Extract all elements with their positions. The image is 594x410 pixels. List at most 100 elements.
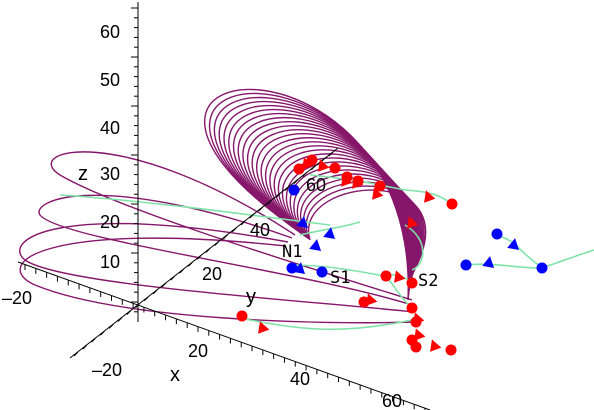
x-tick-label: –20 <box>2 288 32 308</box>
y-tick-label: –20 <box>92 360 122 380</box>
triangle-marker <box>430 339 442 352</box>
y-tick-mark <box>179 268 184 274</box>
y-tick-mark <box>249 213 255 219</box>
y-tick-mark <box>214 241 220 247</box>
circle-marker <box>406 277 418 289</box>
field-loop <box>305 185 425 280</box>
field-loop <box>242 121 412 294</box>
field-loop <box>223 104 410 297</box>
y-tick-mark <box>91 337 96 343</box>
field-loop <box>260 137 414 290</box>
x-axis-line <box>17 261 431 410</box>
field-loop <box>251 129 413 292</box>
x-tick-label: 60 <box>382 391 402 410</box>
field-loop <box>38 194 413 306</box>
circle-marker <box>460 259 472 271</box>
triangle-marker <box>302 157 314 170</box>
circle-marker <box>445 344 457 356</box>
y-tick-mark <box>267 199 272 205</box>
annotation-label: S2 <box>418 271 438 291</box>
y-tick-mark <box>311 165 316 171</box>
circle-marker <box>410 341 422 353</box>
triangle-marker <box>323 227 336 239</box>
y-tick-label: 40 <box>250 220 270 240</box>
triangle-marker <box>352 176 364 189</box>
x-axis-title: x <box>170 364 180 386</box>
triangle-marker <box>407 216 419 229</box>
y-tick-mark <box>135 303 140 309</box>
field-loop <box>19 237 417 324</box>
field-loop <box>256 133 413 291</box>
triangle-marker <box>424 190 436 203</box>
trajectory-line <box>404 224 424 271</box>
trajectory-line <box>239 317 413 331</box>
field-loop <box>209 92 409 300</box>
y-tick-mark <box>231 227 237 233</box>
triangle-marker <box>413 312 425 325</box>
circle-marker <box>293 163 305 175</box>
y-axis-line <box>69 147 339 359</box>
y-tick-mark <box>100 330 105 336</box>
circle-marker <box>288 184 300 196</box>
z-axis-title: z <box>78 163 88 185</box>
z-tick-label: 30 <box>100 164 120 184</box>
trajectory-line <box>59 194 331 226</box>
y-tick-mark <box>293 179 299 184</box>
triangle-marker <box>296 216 309 228</box>
y-tick-mark <box>223 234 228 240</box>
triangle-marker <box>414 328 426 341</box>
y-tick-mark <box>328 151 334 157</box>
y-tick-label: 20 <box>202 264 222 284</box>
circle-marker <box>316 266 328 278</box>
triangle-marker <box>394 270 406 283</box>
tick-labels: 10 20 30 40 50 60 –20 20 40 60 –20 20 40 60 x y z <box>2 22 402 410</box>
field-loop <box>246 125 412 293</box>
y-tick-mark <box>196 255 202 260</box>
annotation-label: N1 <box>282 242 302 262</box>
y-tick-mark <box>117 317 123 322</box>
triangle-marker <box>309 239 322 251</box>
triangle-marker <box>341 174 353 187</box>
triangle-marker <box>507 238 520 250</box>
z-tick-label: 50 <box>100 70 120 90</box>
y-tick-mark <box>108 324 114 329</box>
field-loop <box>228 108 411 296</box>
triangle-marker <box>366 293 378 306</box>
z-tick-label: 20 <box>100 212 120 232</box>
markers <box>236 154 548 356</box>
circle-marker <box>446 198 458 210</box>
annotation-label: S1 <box>330 268 350 288</box>
y-tick-mark <box>187 261 193 267</box>
circle-marker <box>491 228 503 240</box>
y-tick-mark <box>143 296 149 302</box>
field-loop <box>213 96 410 299</box>
y-tick-mark <box>240 220 246 226</box>
triangle-marker <box>293 262 306 274</box>
field-loop <box>289 165 419 284</box>
field-loops <box>19 88 427 324</box>
trajectory-line <box>496 234 543 269</box>
y-tick-mark <box>205 248 211 253</box>
circle-marker <box>380 270 392 282</box>
field-loop <box>296 173 421 282</box>
field-loop <box>293 169 420 283</box>
field-loop <box>233 113 411 295</box>
y-tick-mark <box>170 275 176 281</box>
y-tick-mark <box>302 172 307 178</box>
y-tick-mark <box>82 344 88 350</box>
y-tick-label: 60 <box>306 175 326 195</box>
z-tick-label: 10 <box>100 252 120 272</box>
x-tick-label: 20 <box>188 341 208 361</box>
y-tick-mark <box>161 282 167 288</box>
y-tick-mark <box>73 351 79 357</box>
annotations: N1 S1 S2 <box>282 242 438 291</box>
circle-marker <box>374 180 386 192</box>
y-tick-mark <box>152 289 158 295</box>
circle-marker <box>536 262 548 274</box>
y-tick-mark <box>275 193 281 198</box>
triangle-marker <box>258 321 270 334</box>
axes <box>17 2 431 410</box>
circle-marker <box>406 302 418 314</box>
field-loop <box>285 161 418 285</box>
z-tick-label: 40 <box>100 118 120 138</box>
